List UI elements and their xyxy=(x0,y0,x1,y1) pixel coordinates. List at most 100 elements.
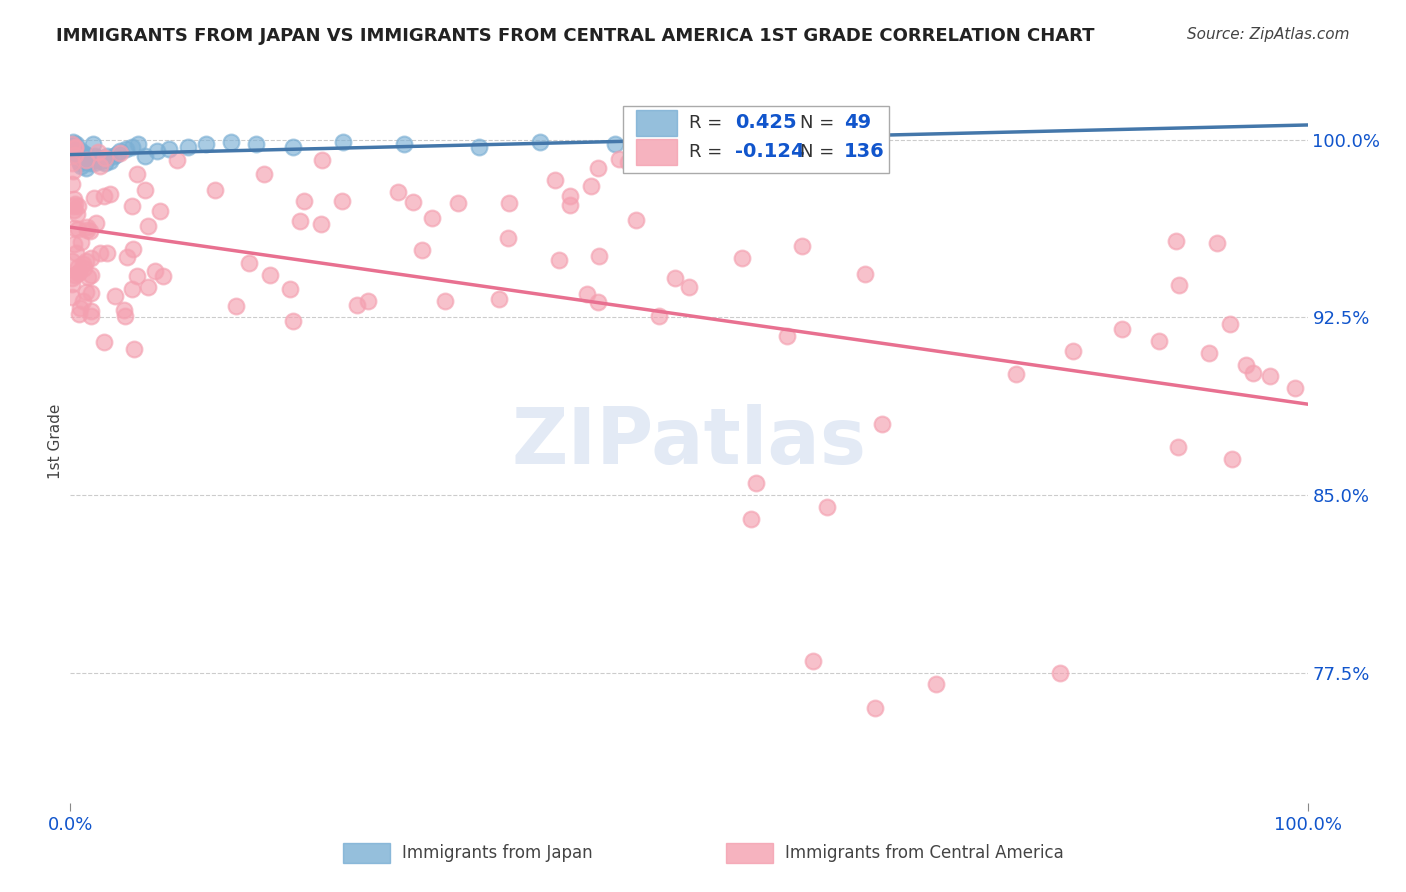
Point xyxy=(219,135,242,149)
Point xyxy=(801,135,824,149)
Point xyxy=(108,145,131,159)
Point xyxy=(195,137,218,152)
Point xyxy=(84,149,107,163)
Point xyxy=(280,282,302,296)
Point xyxy=(83,156,105,170)
Point xyxy=(467,139,489,153)
Point xyxy=(330,194,353,209)
Point xyxy=(134,182,156,196)
Point xyxy=(66,206,89,220)
Text: R =: R = xyxy=(689,114,728,132)
Point xyxy=(93,151,115,165)
Point xyxy=(76,223,98,237)
Point xyxy=(1220,452,1243,467)
Point xyxy=(93,334,115,349)
Point xyxy=(134,149,156,163)
Text: Source: ZipAtlas.com: Source: ZipAtlas.com xyxy=(1187,27,1350,42)
Text: ZIPatlas: ZIPatlas xyxy=(512,403,866,480)
Y-axis label: 1st Grade: 1st Grade xyxy=(48,404,63,479)
Text: 0.425: 0.425 xyxy=(735,113,796,132)
Point xyxy=(420,211,443,225)
Point xyxy=(238,256,260,270)
Point xyxy=(98,153,121,168)
Point xyxy=(579,179,602,194)
Point xyxy=(76,149,98,163)
Point xyxy=(60,277,83,292)
Point xyxy=(121,199,143,213)
Point xyxy=(82,137,104,152)
Point xyxy=(576,287,599,301)
Point xyxy=(121,243,143,257)
Point xyxy=(62,135,84,149)
Point xyxy=(678,279,700,293)
Point xyxy=(79,309,101,323)
Point xyxy=(586,295,609,310)
Point xyxy=(544,173,567,187)
Point xyxy=(1241,366,1264,380)
Point xyxy=(125,268,148,283)
Point xyxy=(62,199,84,213)
Point xyxy=(387,186,409,200)
Bar xyxy=(636,139,676,165)
Point xyxy=(488,293,510,307)
Point xyxy=(67,265,90,279)
Point xyxy=(1147,334,1170,348)
Point xyxy=(122,342,145,356)
Bar xyxy=(636,110,676,136)
Point xyxy=(79,286,101,301)
Point xyxy=(149,203,172,218)
Point xyxy=(332,135,354,149)
Point xyxy=(63,141,86,155)
FancyBboxPatch shape xyxy=(623,106,890,173)
Point xyxy=(127,137,149,152)
Point xyxy=(115,142,138,156)
Point xyxy=(65,146,87,161)
Point xyxy=(77,153,100,168)
Point xyxy=(76,220,98,235)
Point xyxy=(103,149,125,163)
Point xyxy=(79,156,101,170)
Point xyxy=(63,139,86,153)
Point xyxy=(75,146,97,161)
Text: N =: N = xyxy=(800,143,841,161)
Point xyxy=(73,261,96,276)
Point xyxy=(394,137,416,152)
Point xyxy=(72,294,94,309)
Point xyxy=(1198,345,1220,359)
Point xyxy=(60,271,83,285)
Text: R =: R = xyxy=(689,143,728,161)
Point xyxy=(1234,358,1257,372)
Point xyxy=(1219,317,1241,331)
Point xyxy=(90,153,112,168)
Point xyxy=(96,149,118,163)
Point xyxy=(253,167,276,181)
Point xyxy=(80,268,103,282)
Point xyxy=(447,196,470,211)
Point xyxy=(1284,381,1306,395)
Point xyxy=(69,235,91,250)
Point xyxy=(63,237,86,252)
Point xyxy=(1260,369,1282,384)
Point xyxy=(801,654,824,668)
Point xyxy=(245,137,267,152)
Point xyxy=(60,156,83,170)
Point xyxy=(815,500,838,514)
Point xyxy=(63,140,86,154)
Point xyxy=(63,197,86,211)
Point xyxy=(309,217,332,231)
Text: N =: N = xyxy=(800,114,841,132)
Point xyxy=(66,149,89,163)
Point xyxy=(69,156,91,170)
Point xyxy=(1062,344,1084,359)
Point xyxy=(401,194,423,209)
Point xyxy=(1111,322,1133,336)
Point xyxy=(63,220,86,235)
Bar xyxy=(343,843,389,863)
Point xyxy=(790,239,813,253)
Point xyxy=(60,177,83,191)
Point xyxy=(65,142,87,156)
Point xyxy=(110,145,132,160)
Point xyxy=(67,153,90,168)
Point xyxy=(87,145,110,159)
Point xyxy=(588,249,610,263)
